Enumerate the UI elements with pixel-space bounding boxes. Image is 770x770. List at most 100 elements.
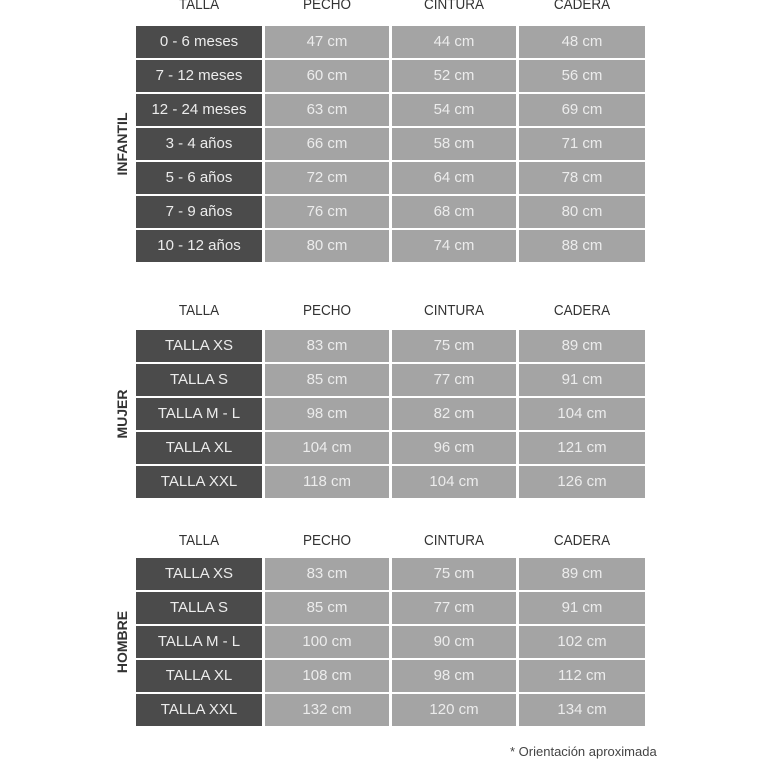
table-row: TALLA M - L 100 cm 90 cm 102 cm	[136, 626, 645, 658]
size-cell: 7 - 9 años	[136, 196, 262, 228]
column-header: CINTURA	[423, 302, 484, 319]
measurement-cell: 80 cm	[519, 196, 645, 228]
measurement-cell: 76 cm	[265, 196, 389, 228]
measurement-cell: 85 cm	[265, 364, 389, 396]
size-cell: TALLA S	[136, 364, 262, 396]
measurement-cell: 112 cm	[519, 660, 645, 692]
table-row: TALLA XXL 132 cm 120 cm 134 cm	[136, 694, 645, 726]
size-cell: 5 - 6 años	[136, 162, 262, 194]
size-cell: TALLA XXL	[136, 694, 262, 726]
column-header: CINTURA	[423, 0, 484, 13]
measurement-cell: 108 cm	[265, 660, 389, 692]
table-row: TALLA XS 83 cm 75 cm 89 cm	[136, 330, 645, 362]
measurement-cell: 52 cm	[392, 60, 516, 92]
size-cell: TALLA XS	[136, 558, 262, 590]
size-cell: TALLA XXL	[136, 466, 262, 498]
column-header: CADERA	[553, 532, 611, 549]
measurement-cell: 77 cm	[392, 592, 516, 624]
section-label: MUJER	[114, 389, 130, 439]
measurement-cell: 60 cm	[265, 60, 389, 92]
measurement-cell: 66 cm	[265, 128, 389, 160]
measurement-cell: 64 cm	[392, 162, 516, 194]
footnote: * Orientación aproximada	[510, 744, 657, 759]
table-row: 7 - 9 años 76 cm 68 cm 80 cm	[136, 196, 645, 228]
column-header: TALLA	[178, 532, 220, 549]
measurement-cell: 126 cm	[519, 466, 645, 498]
table-row: TALLA XL 108 cm 98 cm 112 cm	[136, 660, 645, 692]
column-header: CADERA	[553, 0, 611, 13]
column-header: CINTURA	[423, 532, 484, 549]
size-cell: 3 - 4 años	[136, 128, 262, 160]
measurement-cell: 83 cm	[265, 330, 389, 362]
measurement-cell: 98 cm	[265, 398, 389, 430]
table-row: TALLA S 85 cm 77 cm 91 cm	[136, 364, 645, 396]
size-cell: TALLA XL	[136, 660, 262, 692]
table-row: 5 - 6 años 72 cm 64 cm 78 cm	[136, 162, 645, 194]
size-cell: 12 - 24 meses	[136, 94, 262, 126]
table-row: TALLA XXL 118 cm 104 cm 126 cm	[136, 466, 645, 498]
measurement-cell: 44 cm	[392, 26, 516, 58]
measurement-cell: 104 cm	[392, 466, 516, 498]
measurement-cell: 104 cm	[519, 398, 645, 430]
measurement-cell: 91 cm	[519, 364, 645, 396]
table-row: 3 - 4 años 66 cm 58 cm 71 cm	[136, 128, 645, 160]
measurement-cell: 71 cm	[519, 128, 645, 160]
measurement-cell: 56 cm	[519, 60, 645, 92]
measurement-cell: 132 cm	[265, 694, 389, 726]
measurement-cell: 82 cm	[392, 398, 516, 430]
measurement-cell: 48 cm	[519, 26, 645, 58]
measurement-cell: 58 cm	[392, 128, 516, 160]
measurement-cell: 72 cm	[265, 162, 389, 194]
measurement-cell: 88 cm	[519, 230, 645, 262]
measurement-cell: 91 cm	[519, 592, 645, 624]
measurement-cell: 69 cm	[519, 94, 645, 126]
measurement-cell: 118 cm	[265, 466, 389, 498]
measurement-cell: 75 cm	[392, 558, 516, 590]
size-cell: 7 - 12 meses	[136, 60, 262, 92]
size-cell: 0 - 6 meses	[136, 26, 262, 58]
measurement-cell: 74 cm	[392, 230, 516, 262]
measurement-cell: 77 cm	[392, 364, 516, 396]
measurement-cell: 75 cm	[392, 330, 516, 362]
size-cell: TALLA XL	[136, 432, 262, 464]
table-row: 0 - 6 meses 47 cm 44 cm 48 cm	[136, 26, 645, 58]
measurement-cell: 89 cm	[519, 558, 645, 590]
table-row: TALLA M - L 98 cm 82 cm 104 cm	[136, 398, 645, 430]
measurement-cell: 78 cm	[519, 162, 645, 194]
table-row: TALLA XS 83 cm 75 cm 89 cm	[136, 558, 645, 590]
section-label: HOMBRE	[114, 610, 130, 674]
measurement-cell: 89 cm	[519, 330, 645, 362]
measurement-cell: 54 cm	[392, 94, 516, 126]
measurement-cell: 104 cm	[265, 432, 389, 464]
measurement-cell: 96 cm	[392, 432, 516, 464]
size-cell: TALLA M - L	[136, 626, 262, 658]
column-header: TALLA	[178, 302, 220, 319]
column-header: PECHO	[302, 302, 352, 319]
measurement-cell: 98 cm	[392, 660, 516, 692]
measurement-cell: 121 cm	[519, 432, 645, 464]
measurement-cell: 120 cm	[392, 694, 516, 726]
table-row: TALLA XL 104 cm 96 cm 121 cm	[136, 432, 645, 464]
size-cell: TALLA M - L	[136, 398, 262, 430]
column-header: TALLA	[178, 0, 220, 13]
measurement-cell: 47 cm	[265, 26, 389, 58]
column-header: PECHO	[302, 0, 352, 13]
measurement-cell: 68 cm	[392, 196, 516, 228]
measurement-cell: 100 cm	[265, 626, 389, 658]
table-row: TALLA S 85 cm 77 cm 91 cm	[136, 592, 645, 624]
measurement-cell: 80 cm	[265, 230, 389, 262]
column-header: CADERA	[553, 302, 611, 319]
measurement-cell: 83 cm	[265, 558, 389, 590]
column-header: PECHO	[302, 532, 352, 549]
measurement-cell: 63 cm	[265, 94, 389, 126]
measurement-cell: 90 cm	[392, 626, 516, 658]
size-cell: TALLA S	[136, 592, 262, 624]
section-label: INFANTIL	[114, 112, 130, 176]
table-row: 7 - 12 meses 60 cm 52 cm 56 cm	[136, 60, 645, 92]
size-cell: 10 - 12 años	[136, 230, 262, 262]
measurement-cell: 85 cm	[265, 592, 389, 624]
size-cell: TALLA XS	[136, 330, 262, 362]
table-row: 10 - 12 años 80 cm 74 cm 88 cm	[136, 230, 645, 262]
measurement-cell: 102 cm	[519, 626, 645, 658]
measurement-cell: 134 cm	[519, 694, 645, 726]
